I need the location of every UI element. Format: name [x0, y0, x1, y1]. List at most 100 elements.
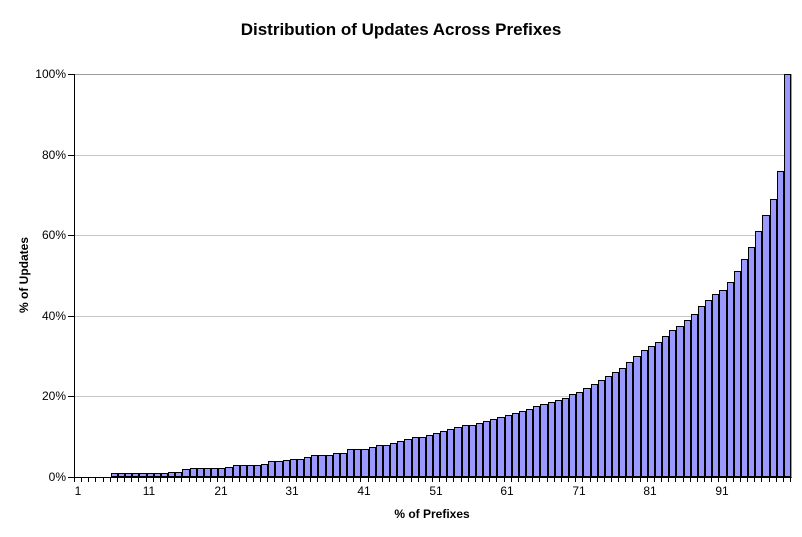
x-tick — [74, 478, 75, 482]
x-tick — [196, 478, 197, 482]
x-tick — [124, 478, 125, 482]
x-axis-title: % of Prefixes — [394, 507, 470, 521]
bar — [203, 468, 212, 477]
bar — [433, 432, 441, 477]
bar — [361, 448, 369, 477]
x-tick — [511, 478, 512, 482]
y-tick-label: 60% — [41, 228, 66, 242]
x-tick — [103, 478, 104, 482]
bar — [533, 406, 541, 477]
bar — [490, 418, 498, 477]
x-tick — [274, 478, 275, 482]
bar — [561, 398, 570, 477]
x-tick-label: 71 — [572, 484, 586, 498]
x-tick — [346, 478, 347, 482]
y-tick — [68, 477, 74, 478]
bar — [726, 281, 734, 477]
bar — [540, 404, 548, 477]
x-tick — [482, 478, 483, 482]
x-tick — [733, 478, 734, 482]
y-tick-label: 80% — [41, 148, 66, 162]
x-tick — [618, 478, 619, 482]
x-tick — [532, 478, 533, 482]
x-tick — [95, 478, 96, 482]
x-tick — [697, 478, 698, 482]
bar — [669, 329, 677, 477]
x-tick — [718, 478, 719, 482]
bar — [218, 468, 226, 477]
x-tick-label: 81 — [643, 484, 657, 498]
x-tick — [260, 478, 261, 482]
x-tick — [81, 478, 82, 482]
x-tick — [303, 478, 304, 482]
x-tick — [761, 478, 762, 482]
x-tick-label: 11 — [142, 484, 156, 498]
bar — [225, 466, 233, 477]
x-tick — [117, 478, 118, 482]
x-tick — [282, 478, 283, 482]
y-tick — [68, 316, 74, 317]
x-tick — [110, 478, 111, 482]
x-tick — [332, 478, 333, 482]
bar — [569, 394, 577, 477]
bar — [268, 460, 276, 477]
x-tick — [747, 478, 748, 482]
bar — [454, 426, 462, 477]
x-tick — [425, 478, 426, 482]
y-tick-label: 0% — [48, 470, 66, 484]
y-tick — [68, 74, 74, 75]
x-tick — [418, 478, 419, 482]
x-tick — [461, 478, 462, 482]
x-tick — [575, 478, 576, 482]
x-tick — [475, 478, 476, 482]
x-tick-label: 61 — [500, 484, 514, 498]
bar — [325, 454, 333, 477]
x-tick — [432, 478, 433, 482]
x-tick — [210, 478, 211, 482]
x-tick — [468, 478, 469, 482]
bar — [296, 458, 305, 477]
x-tick — [740, 478, 741, 482]
bar — [654, 342, 663, 477]
x-tick — [339, 478, 340, 482]
x-tick — [783, 478, 784, 482]
x-tick — [640, 478, 641, 482]
bar — [719, 289, 727, 477]
bar — [397, 440, 405, 477]
bar — [254, 464, 262, 477]
x-tick — [289, 478, 290, 482]
bar — [576, 392, 584, 477]
bar — [196, 468, 204, 477]
x-tick-label: 21 — [214, 484, 228, 498]
x-tick — [690, 478, 691, 482]
x-tick — [267, 478, 268, 482]
bar — [132, 472, 140, 477]
y-axis-title: % of Updates — [17, 236, 31, 314]
x-tick — [561, 478, 562, 482]
x-tick — [554, 478, 555, 482]
x-tick — [217, 478, 218, 482]
bar — [733, 271, 741, 477]
x-tick — [790, 478, 791, 482]
bar — [612, 372, 620, 477]
bar — [275, 460, 283, 477]
bar — [483, 420, 491, 477]
x-tick — [317, 478, 318, 482]
x-tick — [668, 478, 669, 482]
x-tick — [353, 478, 354, 482]
x-tick-label: 41 — [357, 484, 371, 498]
x-tick — [181, 478, 182, 482]
x-tick — [625, 478, 626, 482]
x-tick — [368, 478, 369, 482]
gridline-40 — [75, 315, 791, 317]
x-tick — [167, 478, 168, 482]
bar — [633, 356, 641, 477]
gridline-100 — [75, 74, 791, 75]
x-tick — [726, 478, 727, 482]
bar — [318, 454, 326, 477]
x-tick — [711, 478, 712, 482]
x-tick — [754, 478, 755, 482]
bar — [382, 444, 391, 477]
bar — [683, 319, 691, 477]
